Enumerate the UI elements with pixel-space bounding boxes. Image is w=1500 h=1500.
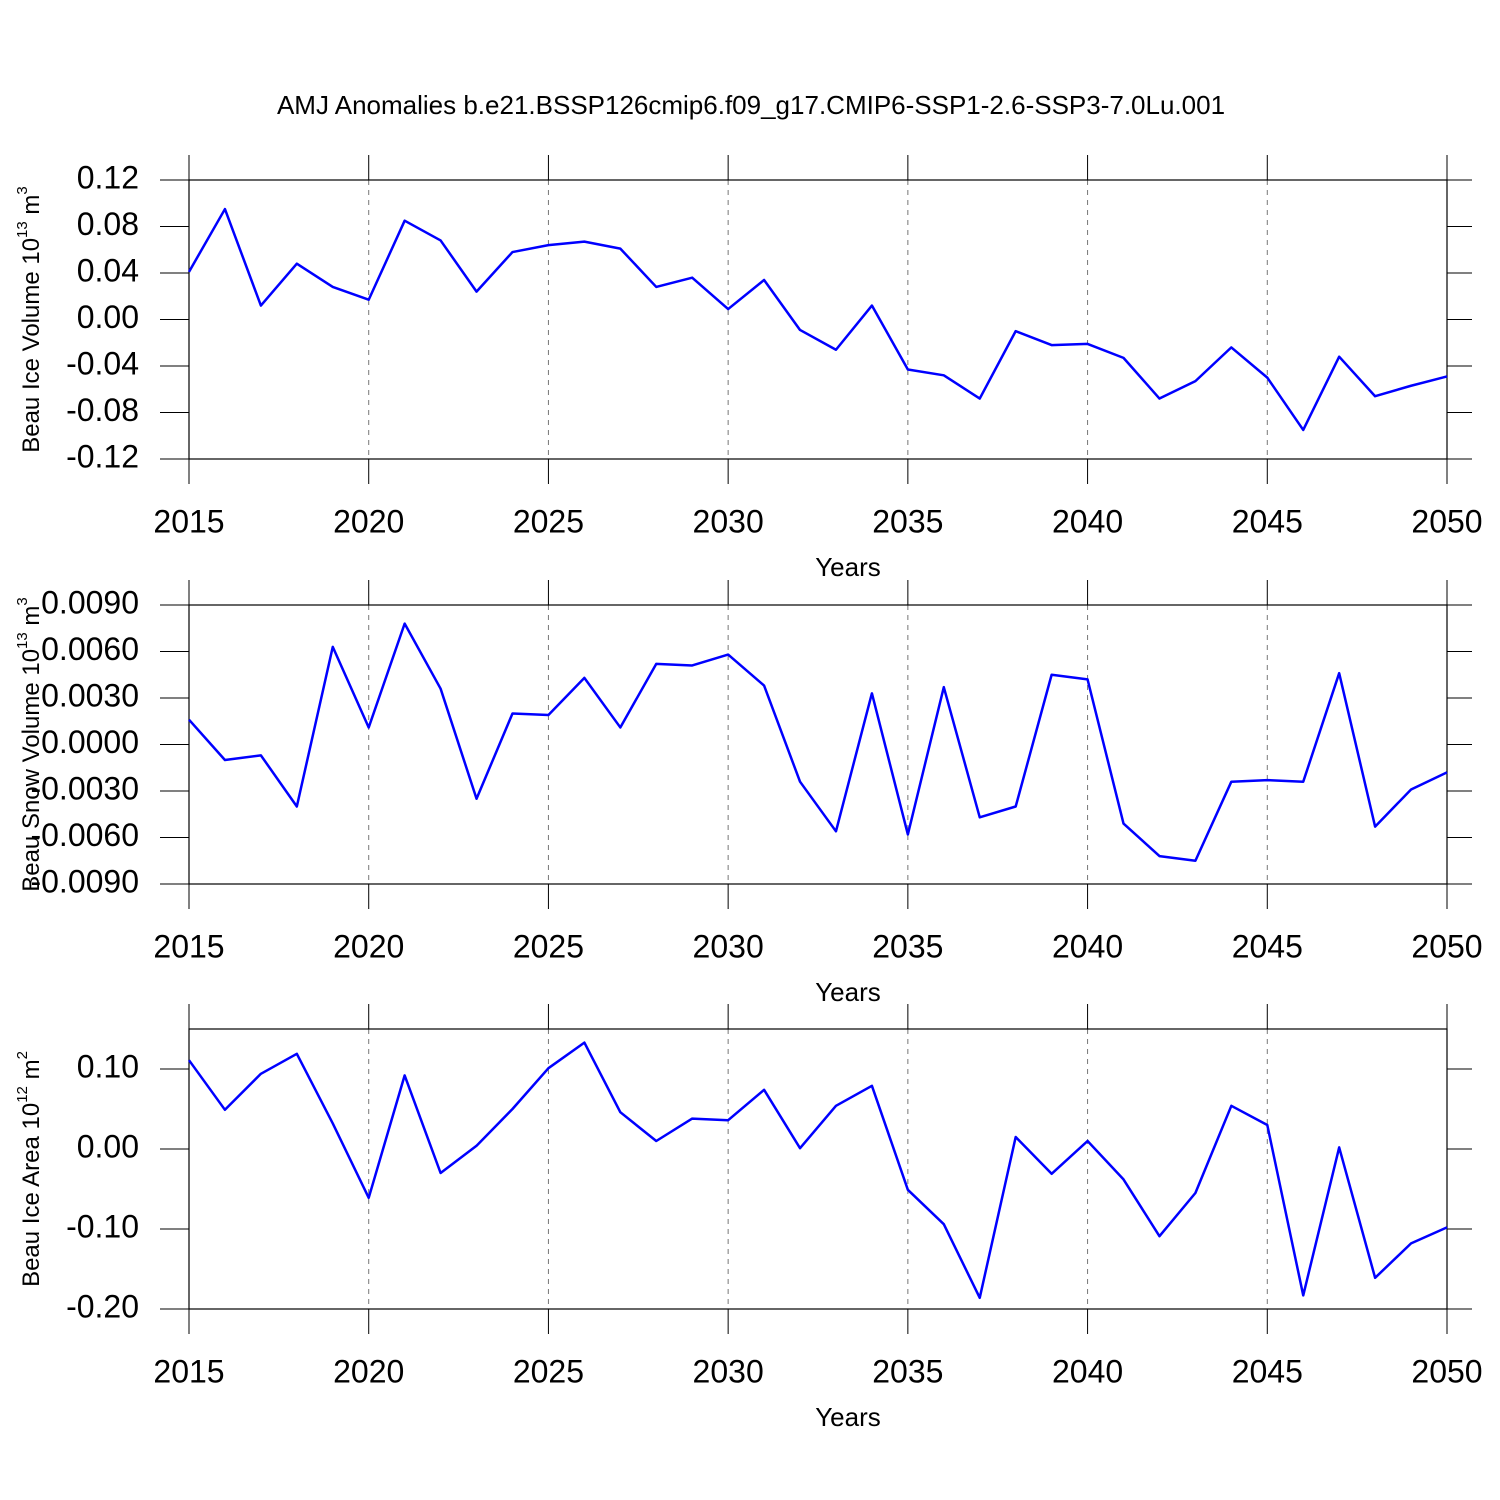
x-tick-label: 2035 <box>872 928 943 964</box>
y-tick-label: 0.0030 <box>41 677 139 713</box>
data-line <box>187 1041 1448 1300</box>
y-tick-label: 0.04 <box>77 252 139 288</box>
y-label-unit: m <box>18 1059 45 1086</box>
x-tick-label: 2025 <box>513 503 584 539</box>
chart-title: AMJ Anomalies b.e21.BSSP126cmip6.f09_g17… <box>277 90 1225 120</box>
plot-frame <box>188 179 1448 460</box>
y-tick-label: -0.0060 <box>30 817 139 853</box>
y-axis-label: Beau Snow Volume 1013 m3 <box>14 597 45 892</box>
plot-frame <box>188 604 1448 885</box>
y-tick-label: 0.00 <box>77 299 139 335</box>
x-tick-label: 2040 <box>1052 928 1123 964</box>
y-tick-label: -0.04 <box>66 345 139 381</box>
y-label-unit-exponent: 3 <box>14 186 31 194</box>
y-tick-label: 0.10 <box>77 1048 139 1084</box>
x-tick-label: 2025 <box>513 1353 584 1389</box>
y-label-text: Beau Snow Volume 10 <box>18 649 45 892</box>
x-tick-label: 2020 <box>333 1353 404 1389</box>
y-axis-label: Beau Ice Volume 1013 m3 <box>14 186 45 453</box>
y-label-exponent: 13 <box>14 632 31 649</box>
data-line <box>188 622 1448 862</box>
y-tick-label: 0.0090 <box>41 584 139 620</box>
y-label-unit: m <box>18 195 45 222</box>
x-tick-label: 2035 <box>872 503 943 539</box>
x-tick-label: 2050 <box>1411 1353 1482 1389</box>
y-tick-label: 0.12 <box>77 159 139 195</box>
x-axis-label: Years <box>815 1402 881 1432</box>
x-tick-label: 2020 <box>333 928 404 964</box>
y-axis-label: Beau Ice Area 1012 m2 <box>14 1051 45 1287</box>
y-tick-label: -0.20 <box>66 1288 139 1324</box>
x-tick-label: 2050 <box>1411 928 1482 964</box>
x-tick-label: 2030 <box>693 503 764 539</box>
data-line <box>187 207 1448 432</box>
y-tick-label: 0.00 <box>77 1128 139 1164</box>
y-tick-label: 0.0060 <box>41 631 139 667</box>
y-tick-label: -0.12 <box>66 438 139 474</box>
y-label-unit-exponent: 2 <box>14 1051 31 1059</box>
y-tick-label: -0.08 <box>66 392 139 428</box>
x-tick-label: 2040 <box>1052 503 1123 539</box>
x-tick-label: 2040 <box>1052 1353 1123 1389</box>
x-tick-label: 2045 <box>1232 503 1303 539</box>
x-tick-label: 2020 <box>333 503 404 539</box>
x-tick-label: 2035 <box>872 1353 943 1389</box>
y-tick-label: -0.10 <box>66 1208 139 1244</box>
y-label-exponent: 13 <box>14 221 31 238</box>
x-tick-label: 2045 <box>1232 928 1303 964</box>
x-axis-label: Years <box>815 552 881 582</box>
x-tick-label: 2050 <box>1411 503 1482 539</box>
y-label-text: Beau Ice Area 10 <box>18 1103 45 1287</box>
y-tick-label: 0.0000 <box>41 724 139 760</box>
x-tick-label: 2015 <box>153 928 224 964</box>
x-tick-label: 2025 <box>513 928 584 964</box>
plot-frame <box>188 1028 1448 1310</box>
y-label-unit: m <box>18 606 45 633</box>
x-tick-label: 2015 <box>153 1353 224 1389</box>
x-tick-label: 2015 <box>153 503 224 539</box>
y-tick-label: -0.0030 <box>30 770 139 806</box>
x-tick-label: 2045 <box>1232 1353 1303 1389</box>
y-label-text: Beau Ice Volume 10 <box>18 238 45 453</box>
x-axis-label: Years <box>815 977 881 1007</box>
x-tick-label: 2030 <box>693 928 764 964</box>
y-label-unit-exponent: 3 <box>14 597 31 605</box>
y-label-exponent: 12 <box>14 1086 31 1103</box>
y-tick-label: 0.08 <box>77 206 139 242</box>
y-tick-label: -0.0090 <box>30 863 139 899</box>
x-tick-label: 2030 <box>693 1353 764 1389</box>
